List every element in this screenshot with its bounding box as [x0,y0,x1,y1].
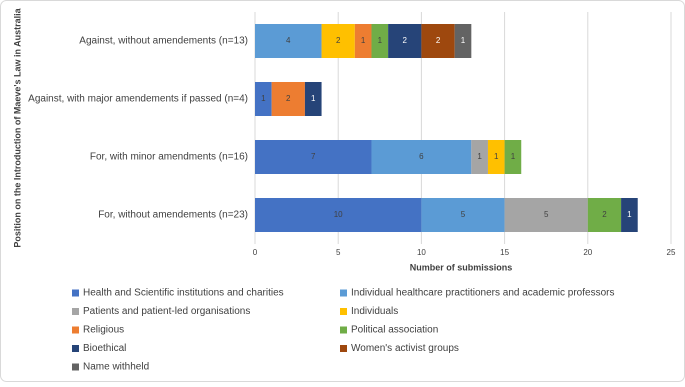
data-label: 1 [378,36,383,45]
bar-segment [504,198,588,232]
data-label: 1 [261,94,266,103]
legend-label: Health and Scientific institutions and c… [83,288,284,299]
bar-segment [255,82,272,116]
data-label: 10 [334,210,343,219]
x-tick-label: 25 [667,248,676,257]
legend-label: Women's activist groups [351,343,459,354]
legend-label: Name withheld [83,362,149,373]
y-tick-label: For, without amendements (n=23) [98,210,248,221]
y-axis-title: Position on the Introduction of Maeve's … [12,7,22,247]
y-tick-label: Against, without amendements (n=13) [79,36,248,47]
bar-segment [255,198,422,232]
data-label: 1 [361,36,366,45]
bar-segment [487,140,505,174]
bar-segment [421,24,455,58]
legend-swatch [340,308,347,315]
legend-label: Political association [351,325,438,336]
bar-segment [354,24,372,58]
legend-swatch [72,308,79,315]
data-label: 6 [419,152,424,161]
bar-segment [271,82,305,116]
bar-segment [388,24,422,58]
data-label: 5 [461,210,466,219]
legend-swatch [72,326,79,334]
bar-segment [371,140,472,174]
bar-segment [587,198,622,232]
y-tick-label: Against, with major amendements if passe… [28,94,248,105]
data-label: 1 [494,152,499,161]
bar-segment [454,24,472,58]
data-label: 5 [544,210,549,219]
bar-segment [421,198,505,232]
data-label: 2 [403,36,408,45]
bar-segment [255,140,372,174]
legend-label: Patients and patient-led organisations [83,306,250,317]
bar-segment [321,24,355,58]
legend-swatch [72,345,79,352]
data-label: 7 [311,152,316,161]
legend-label: Individual healthcare practitioners and … [351,288,614,299]
legend-swatch [340,326,347,334]
legend-swatch [72,289,79,297]
data-label: 1 [311,94,316,103]
x-tick-label: 15 [500,248,509,257]
data-label: 2 [602,210,607,219]
x-tick-label: 20 [583,248,592,257]
bar-segment [255,24,322,58]
data-label: 1 [461,36,466,45]
x-axis-title: Number of submissions [410,262,513,272]
bar-segment [304,82,322,116]
bar-segment [621,198,638,232]
data-label: 4 [286,36,291,45]
bar-segment [504,140,522,174]
legend-swatch [340,345,347,352]
data-label: 1 [511,152,516,161]
data-label: 2 [336,36,341,45]
data-label: 2 [436,36,441,45]
legend-swatch [72,363,79,371]
data-label: 2 [286,94,291,103]
x-tick-label: 10 [417,248,426,257]
x-tick-label: 5 [336,248,341,257]
data-label: 1 [627,210,632,219]
legend-label: Individuals [351,306,398,317]
legend-label: Bioethical [83,343,126,354]
bar-segment [371,24,389,58]
x-tick-label: 0 [253,248,258,257]
legend-label: Religious [83,325,124,336]
bar-segment [471,140,488,174]
data-label: 1 [477,152,482,161]
legend-swatch [340,289,347,297]
y-tick-label: For, with minor amendments (n=16) [90,152,248,163]
